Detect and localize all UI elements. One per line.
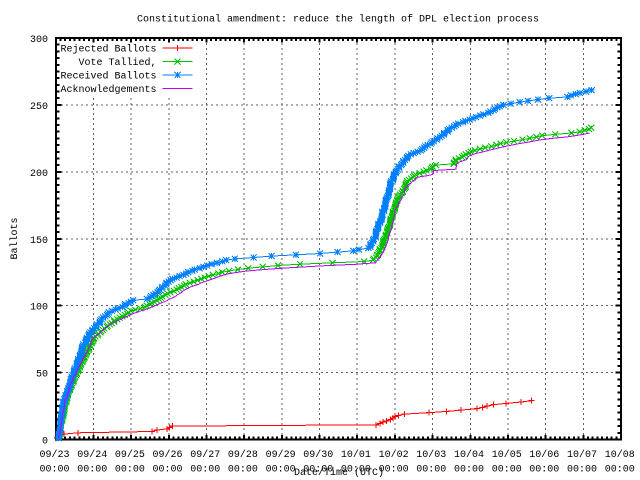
svg-text:09/29: 09/29 [266, 449, 296, 461]
svg-text:00:00: 00:00 [303, 464, 333, 475]
svg-text:09/26: 09/26 [152, 449, 182, 461]
svg-text:00:00: 00:00 [115, 464, 145, 475]
svg-text:10/03: 10/03 [416, 449, 446, 461]
svg-text:Date/Time (UTC): Date/Time (UTC) [294, 467, 384, 479]
svg-text:Acknowledgements: Acknowledgements [60, 84, 156, 96]
svg-text:00:00: 00:00 [341, 464, 371, 475]
svg-text:00:00: 00:00 [266, 464, 296, 475]
svg-text:09/24: 09/24 [77, 449, 107, 461]
svg-text:300: 300 [30, 35, 48, 46]
svg-text:00:00: 00:00 [492, 464, 522, 475]
svg-text:Constitutional amendment: redu: Constitutional amendment: reduce the len… [137, 14, 539, 26]
svg-text:09/23: 09/23 [39, 449, 69, 461]
svg-text:00:00: 00:00 [152, 464, 182, 475]
svg-text:50: 50 [36, 370, 48, 381]
svg-text:10/01: 10/01 [341, 449, 371, 461]
svg-text:00:00: 00:00 [77, 464, 107, 475]
svg-text:10/02: 10/02 [379, 449, 409, 461]
svg-text:150: 150 [30, 236, 48, 247]
svg-text:Vote Tallied,: Vote Tallied, [78, 57, 156, 69]
svg-text:00:00: 00:00 [529, 464, 559, 475]
svg-text:100: 100 [30, 303, 48, 314]
svg-text:09/25: 09/25 [115, 449, 145, 461]
svg-text:00:00: 00:00 [379, 464, 409, 475]
svg-text:Ballots: Ballots [9, 217, 21, 259]
svg-text:00:00: 00:00 [228, 464, 258, 475]
svg-text:10/06: 10/06 [529, 449, 559, 461]
svg-text:10/04: 10/04 [454, 449, 484, 461]
svg-text:Rejected Ballots: Rejected Ballots [60, 44, 156, 56]
svg-text:00:00: 00:00 [605, 464, 635, 475]
svg-text:10/08: 10/08 [605, 449, 635, 461]
svg-text:Received Ballots: Received Ballots [60, 70, 156, 82]
svg-text:00:00: 00:00 [567, 464, 597, 475]
svg-text:00:00: 00:00 [454, 464, 484, 475]
svg-text:09/30: 09/30 [303, 449, 333, 461]
svg-text:200: 200 [30, 169, 48, 180]
svg-text:00:00: 00:00 [39, 464, 69, 475]
svg-text:00:00: 00:00 [190, 464, 220, 475]
svg-text:09/27: 09/27 [190, 449, 220, 461]
svg-text:10/07: 10/07 [567, 449, 597, 461]
svg-text:00:00: 00:00 [416, 464, 446, 475]
svg-text:10/05: 10/05 [492, 449, 522, 461]
svg-text:09/28: 09/28 [228, 449, 258, 461]
svg-text:250: 250 [30, 102, 48, 113]
svg-text:0: 0 [42, 437, 48, 448]
